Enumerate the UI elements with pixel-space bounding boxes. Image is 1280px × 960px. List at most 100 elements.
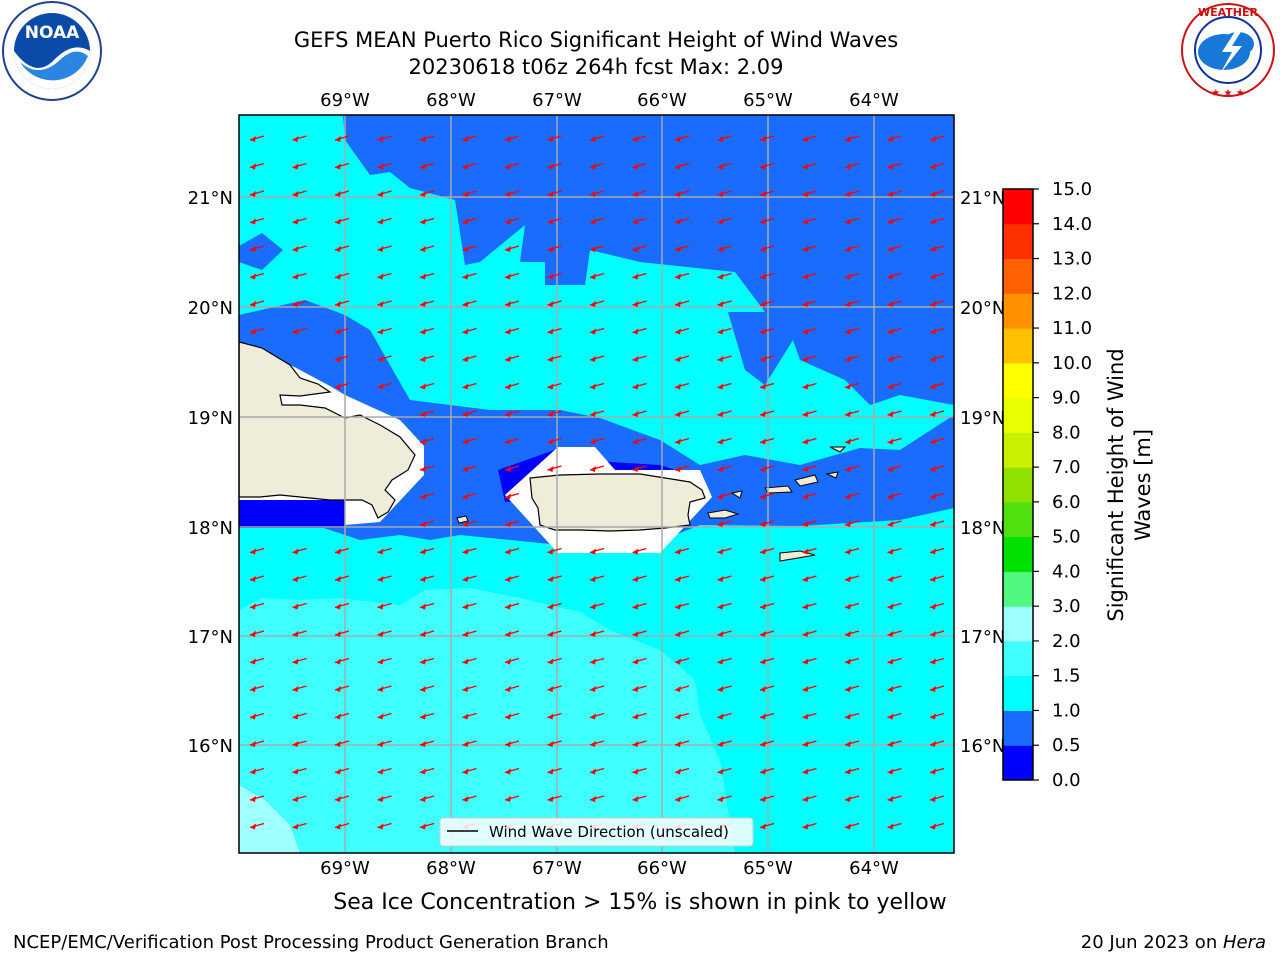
wave-direction-arrow	[462, 547, 477, 555]
wave-direction-arrow	[632, 300, 647, 307]
sea-ice-note: Sea Ice Concentration > 15% is shown in …	[333, 890, 947, 915]
colorbar-tick-label: 15.0	[1052, 179, 1092, 200]
wave-direction-arrow	[929, 327, 945, 335]
wave-direction-arrow	[844, 465, 860, 472]
wave-direction-arrow	[674, 795, 690, 802]
wave-direction-arrow	[674, 602, 690, 610]
lon-label-top: 67°W	[532, 90, 582, 111]
wave-direction-arrow	[717, 162, 732, 170]
lon-label-top: 64°W	[849, 90, 899, 111]
wave-direction-arrow	[717, 135, 732, 142]
lat-label-left: 20°N	[188, 298, 233, 319]
footer-date-text: 20 Jun 2023 on	[1080, 932, 1223, 953]
colorbar-tick-label: 8.0	[1052, 422, 1081, 443]
wave-direction-arrow	[292, 602, 307, 610]
wave-direction-arrow	[462, 575, 477, 582]
wave-direction-arrow	[547, 465, 562, 472]
wave-direction-arrow	[929, 767, 945, 775]
lat-label-right: 17°N	[960, 627, 1005, 648]
wave-direction-arrow	[632, 437, 647, 445]
wave-direction-arrow	[589, 162, 605, 170]
wave-direction-arrow	[462, 520, 477, 527]
wave-direction-arrow	[802, 492, 817, 500]
wave-direction-arrow	[929, 465, 945, 472]
wave-direction-arrow	[929, 382, 945, 390]
colorbar-ticks: 0.0 0.5 1.0 1.5 2.0 3.0 4.0 5.0 6.0 7.0 8.0 9.0 10.0…	[1033, 179, 1092, 791]
wave-direction-arrow	[377, 740, 392, 747]
wave-direction-arrow	[504, 465, 520, 472]
wave-direction-arrow	[674, 300, 690, 307]
wave-direction-arrow	[802, 575, 817, 582]
wave-direction-arrow	[462, 355, 477, 362]
wave-direction-arrow	[887, 300, 902, 307]
colorbar-tick-label: 6.0	[1052, 492, 1081, 513]
wave-direction-arrow	[249, 630, 265, 637]
noaa-logo-text: NOAA	[25, 23, 80, 43]
wave-direction-arrow	[717, 327, 732, 335]
wave-direction-arrow	[419, 245, 435, 252]
wave-direction-arrow	[759, 767, 775, 775]
wave-direction-arrow	[377, 630, 392, 637]
wave-direction-arrow	[504, 630, 520, 637]
wave-direction-arrow	[929, 740, 945, 747]
wave-direction-arrow	[589, 795, 605, 802]
wave-direction-arrow	[632, 712, 647, 720]
wave-direction-arrow	[844, 520, 860, 527]
wave-direction-arrow	[249, 795, 265, 802]
wave-direction-arrow	[759, 355, 775, 362]
map-title: GEFS MEAN Puerto Rico Significant Height…	[293, 28, 899, 52]
wave-direction-arrow	[462, 685, 477, 692]
wave-band-0.5-1.0-northeast	[728, 312, 954, 405]
wave-direction-arrow	[589, 712, 605, 720]
wave-direction-arrow	[929, 547, 945, 555]
wave-direction-arrow	[249, 327, 265, 335]
wave-direction-arrow	[334, 135, 350, 142]
wave-direction-arrow	[632, 217, 647, 225]
map-frame	[238, 114, 955, 854]
wave-direction-arrow	[334, 272, 350, 280]
wave-direction-arrow	[292, 135, 307, 142]
wave-direction-arrow	[249, 657, 265, 665]
colorbar-tick-label: 9.0	[1052, 388, 1081, 409]
wave-direction-arrow	[759, 685, 775, 692]
colorbar-tick-label: 1.0	[1052, 700, 1081, 721]
wave-direction-arrow	[759, 410, 775, 417]
wave-direction-arrow	[802, 327, 817, 335]
map-grid	[239, 115, 954, 853]
wave-direction-arrow	[292, 767, 307, 775]
colorbar-tick-label: 4.0	[1052, 561, 1081, 582]
wave-direction-arrow	[377, 795, 392, 802]
wave-direction-arrow	[334, 575, 350, 582]
lon-label-top: 66°W	[637, 90, 687, 111]
wave-direction-arrow	[589, 217, 605, 225]
wave-direction-arrow	[759, 630, 775, 637]
nws-logo-icon: WEATHER ★ ★ ★	[1181, 3, 1275, 99]
wave-direction-arrow	[717, 795, 732, 802]
wave-direction-arrow	[844, 685, 860, 692]
wave-direction-arrow	[504, 327, 520, 335]
wave-direction-arrow	[929, 190, 945, 197]
wave-direction-arrow	[802, 822, 817, 830]
wave-direction-arrow	[759, 465, 775, 472]
wave-direction-arrow	[377, 190, 392, 197]
wave-direction-arrow	[717, 437, 732, 445]
wave-direction-arrow	[377, 162, 392, 170]
wave-direction-arrow	[547, 767, 562, 775]
wave-direction-arrow	[929, 685, 945, 692]
wave-direction-arrow	[462, 217, 477, 225]
wave-direction-arrow	[887, 135, 902, 142]
lat-label-left: 21°N	[188, 188, 233, 209]
wave-direction-arrow	[632, 245, 647, 252]
wave-direction-arrow	[632, 740, 647, 747]
wave-direction-arrow	[887, 685, 902, 692]
wave-direction-arrow	[717, 740, 732, 747]
wave-direction-arrow	[419, 795, 435, 802]
svg-text:WEATHER: WEATHER	[1198, 6, 1259, 19]
wave-direction-arrow	[419, 712, 435, 720]
wave-direction-arrow	[504, 382, 520, 390]
wave-direction-arrow	[887, 327, 902, 335]
wave-direction-arrow	[547, 135, 562, 142]
wave-direction-arrow	[632, 410, 647, 417]
wave-direction-arrow	[589, 767, 605, 775]
colorbar-segment	[1003, 258, 1033, 294]
